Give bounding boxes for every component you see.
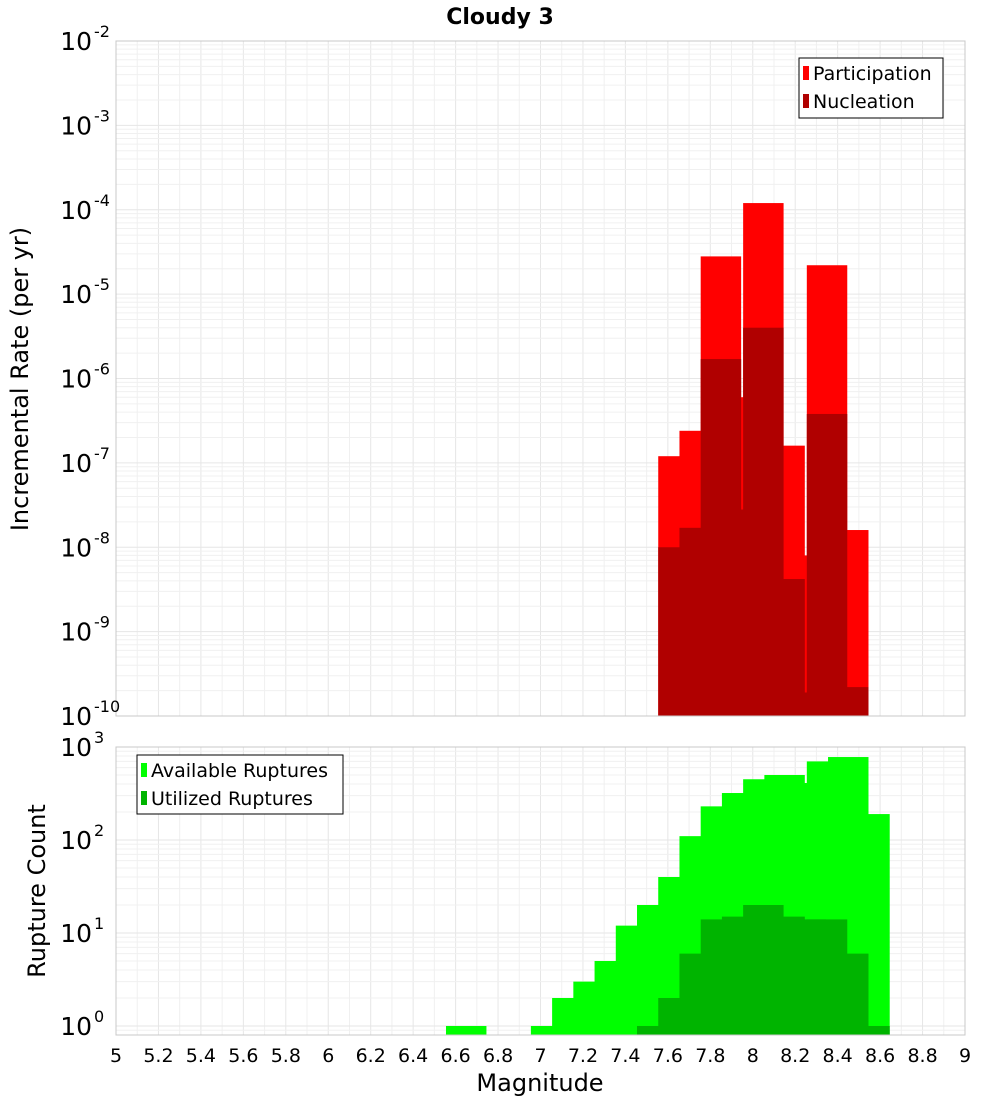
top-y-tick-label: 10 (60, 280, 92, 309)
x-tick-label: 8.2 (780, 1045, 810, 1067)
legend-label-participation: Participation (813, 63, 932, 85)
top-legend: Participation Nucleation (798, 57, 944, 119)
x-tick-label: 5.6 (228, 1045, 258, 1067)
x-tick-label: 7.2 (568, 1045, 598, 1067)
top-y-tick-label: 10 (60, 533, 92, 562)
legend-swatch-participation (803, 66, 809, 80)
legend-label-nucleation: Nucleation (813, 91, 915, 113)
top-grid (115, 41, 966, 717)
legend-label-available: Available Ruptures (151, 760, 328, 782)
top-y-tick-label: 10 (60, 618, 92, 647)
top-y-tick-exponent: -8 (94, 528, 110, 547)
x-tick-label: 8.4 (823, 1045, 853, 1067)
bottom-legend: Available Ruptures Utilized Ruptures (136, 754, 344, 815)
bottom-y-tick-label: 10 (60, 826, 92, 855)
x-tick-label: 8.8 (907, 1045, 937, 1067)
x-tick-label: 7.4 (610, 1045, 640, 1067)
x-tick-label: 6.8 (483, 1045, 513, 1067)
x-tick-label: 6.6 (440, 1045, 470, 1067)
utilized-ruptures-bar (828, 953, 869, 1035)
nucleation-bar (828, 687, 869, 716)
top-y-axis-label: Incremental Rate (per yr) (6, 227, 34, 531)
x-tick-label: 6.2 (356, 1045, 386, 1067)
chart-title: Cloudy 3 (446, 5, 554, 30)
bottom-y-tick-exponent: 2 (94, 821, 104, 840)
top-y-tick-exponent: -2 (94, 22, 110, 41)
bottom-y-tick-exponent: 1 (94, 914, 104, 933)
x-tick-label: 6.4 (398, 1045, 428, 1067)
top-y-tick-label: 10 (60, 702, 92, 731)
legend-swatch-available (141, 763, 147, 777)
bottom-y-tick-label: 10 (60, 733, 92, 762)
top-bars (658, 203, 869, 716)
bottom-y-axis-label: Rupture Count (23, 804, 51, 978)
x-tick-label: 7.8 (695, 1045, 725, 1067)
top-y-tick-exponent: -6 (94, 360, 110, 379)
x-tick-label: 9 (959, 1045, 971, 1067)
x-tick-label: 5.2 (143, 1045, 173, 1067)
top-y-tick-label: 10 (60, 111, 92, 140)
top-y-tick-label: 10 (60, 27, 92, 56)
top-y-tick-label: 10 (60, 365, 92, 394)
x-tick-label: 5.8 (271, 1045, 301, 1067)
bottom-legend-box (136, 754, 344, 815)
x-tick-label: 8.6 (865, 1045, 895, 1067)
bottom-y-tick-label: 10 (60, 919, 92, 948)
x-axis-label: Magnitude (476, 1069, 603, 1097)
top-y-tick-exponent: -9 (94, 613, 110, 632)
legend-label-utilized: Utilized Ruptures (151, 788, 313, 810)
utilized-ruptures-bar (637, 1025, 678, 1035)
x-tick-label: 5.4 (186, 1045, 216, 1067)
available-ruptures-bar (445, 1025, 487, 1035)
top-y-tick-exponent: -3 (94, 106, 110, 125)
top-y-tick-exponent: -10 (94, 697, 120, 716)
bottom-y-tick-exponent: 3 (94, 728, 104, 747)
top-y-tick-exponent: -5 (94, 275, 110, 294)
bottom-plot-frame (115, 746, 966, 1036)
top-y-tick-exponent: -4 (94, 191, 110, 210)
top-legend-box (798, 57, 944, 119)
x-tick-label: 8 (747, 1045, 759, 1067)
x-tick-label: 6 (322, 1045, 334, 1067)
available-ruptures-bar (530, 1025, 572, 1035)
bottom-y-tick-exponent: 0 (94, 1007, 104, 1026)
top-y-tick-label: 10 (60, 449, 92, 478)
x-tick-labels: 5 5.2 5.4 5.6 5.8 6 6.2 6.4 6.6 6.8 7 7.2 7.4 7.6 7.8 8… (110, 1045, 971, 1067)
nucleation-bar (806, 413, 848, 716)
x-tick-label: 5 (110, 1045, 122, 1067)
top-plot-frame (115, 40, 966, 717)
top-y-tick-label: 10 (60, 196, 92, 225)
utilized-ruptures-bar (849, 1025, 890, 1035)
legend-swatch-utilized (141, 791, 147, 805)
x-tick-label: 7 (534, 1045, 546, 1067)
legend-swatch-nucleation (803, 94, 809, 108)
bottom-bars (445, 757, 890, 1035)
bottom-y-tick-label: 10 (60, 1012, 92, 1041)
x-tick-label: 7.6 (653, 1045, 683, 1067)
top-y-tick-exponent: -7 (94, 444, 110, 463)
